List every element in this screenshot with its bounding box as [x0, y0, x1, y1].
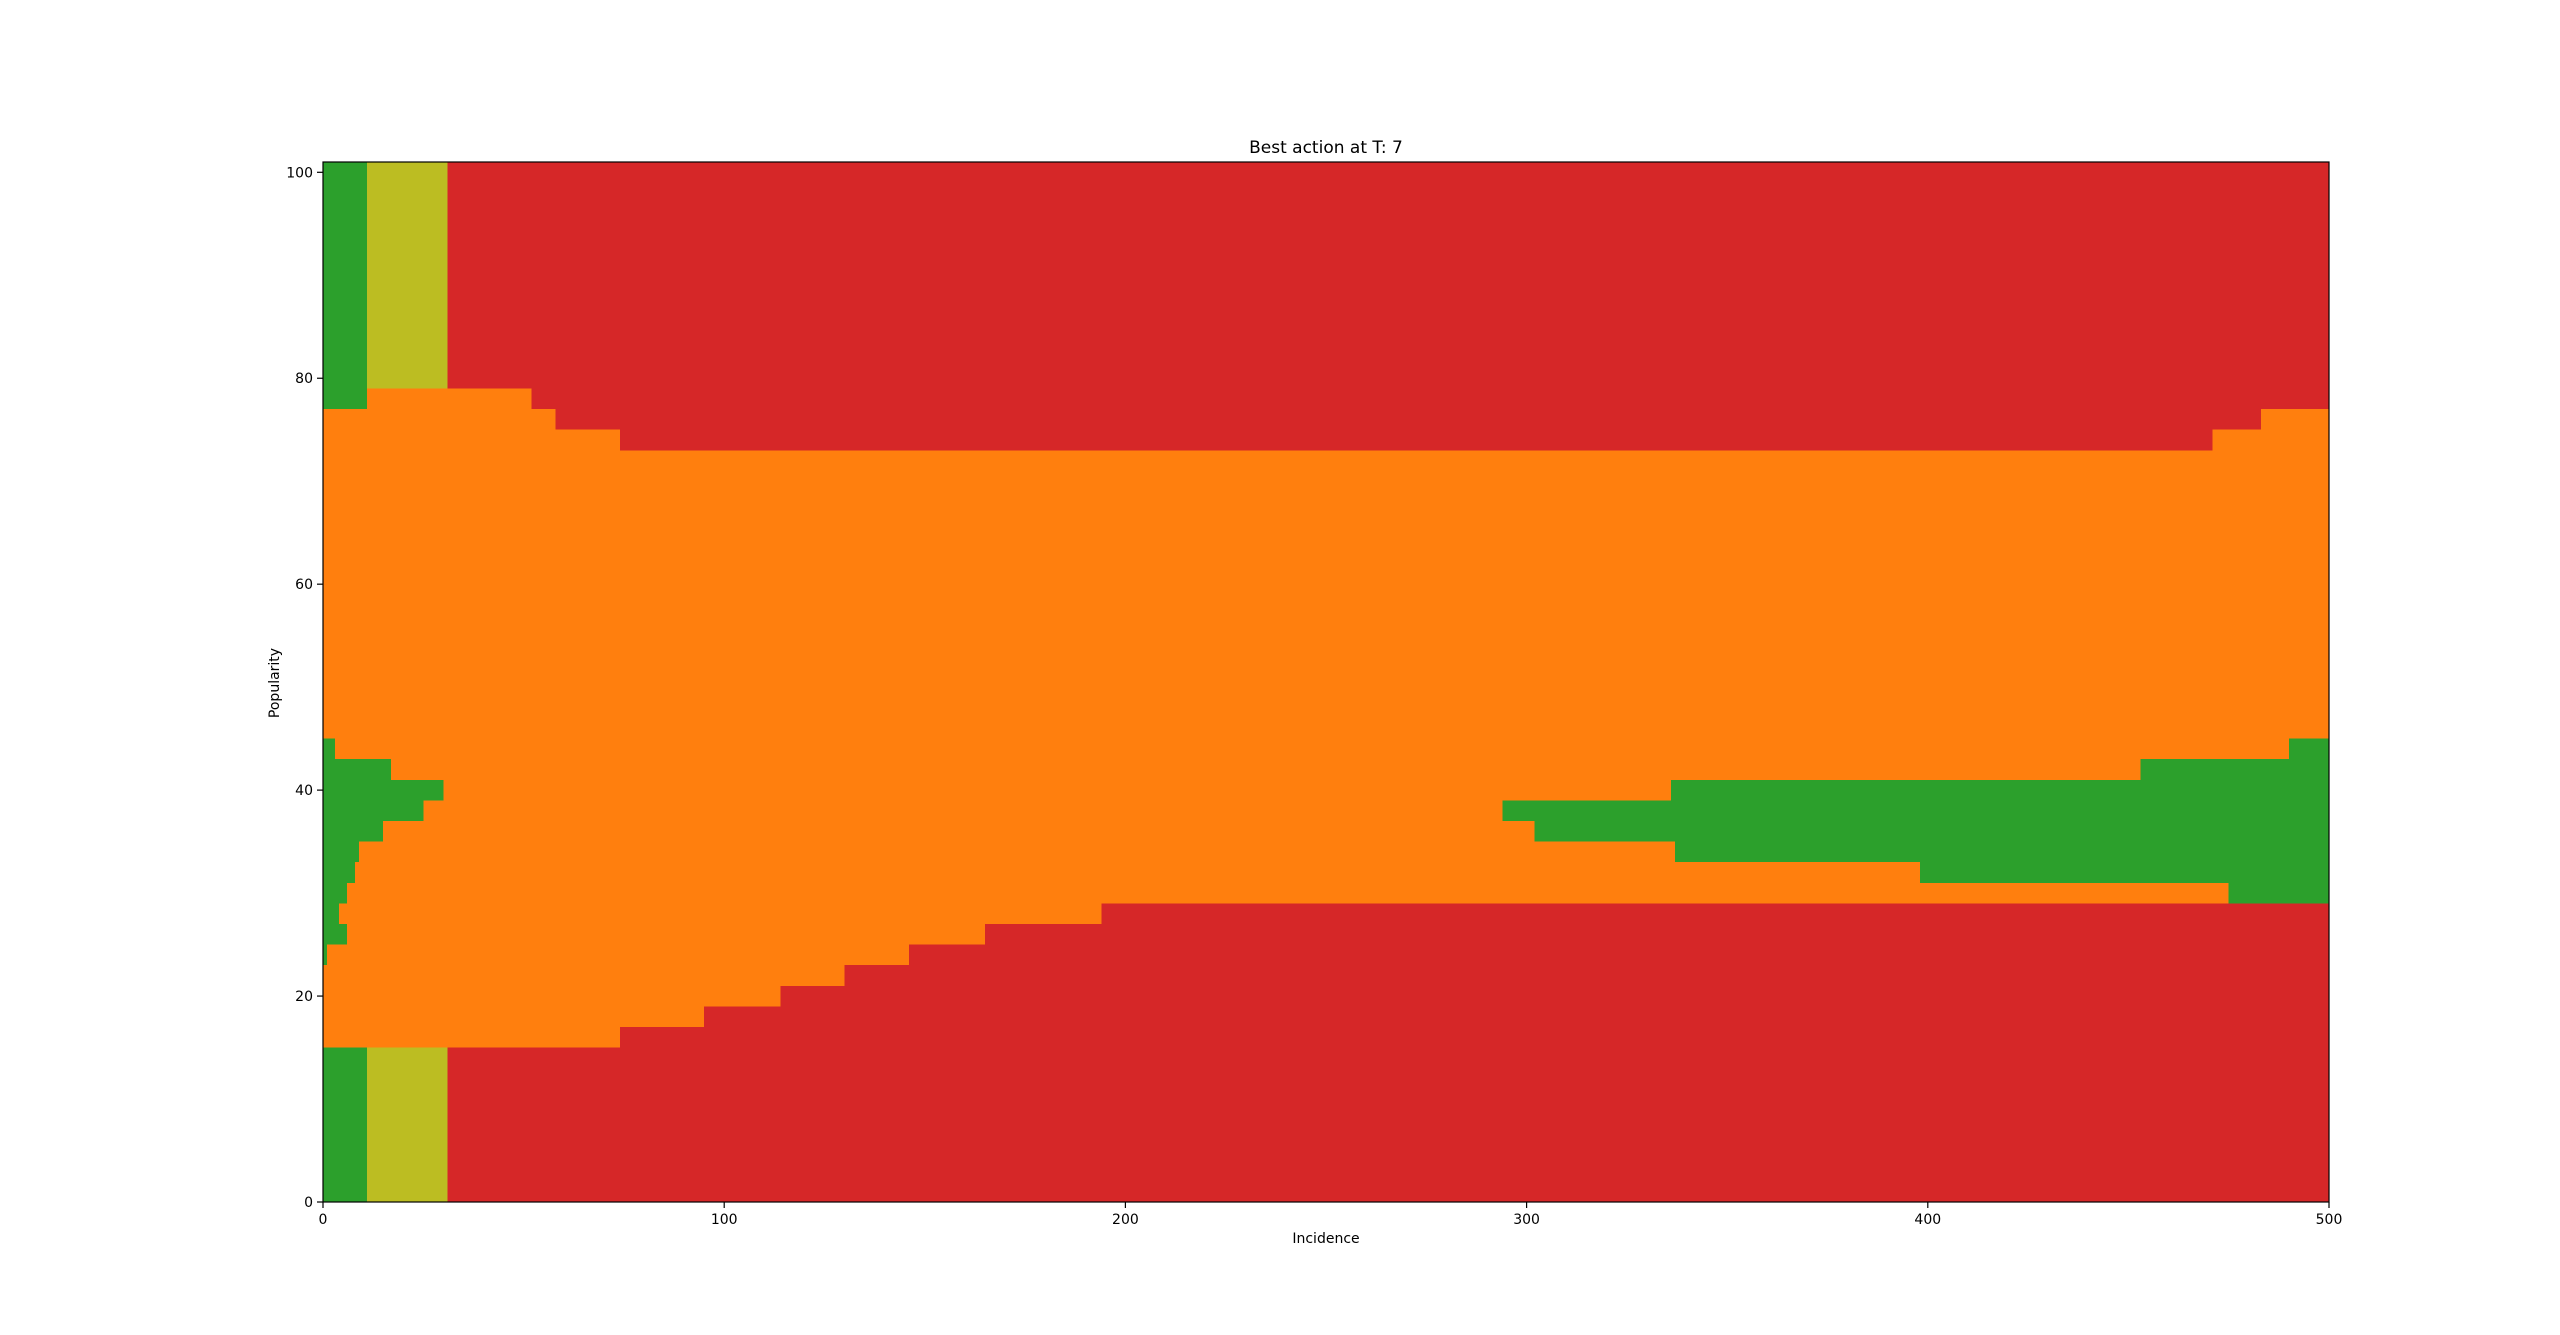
y-axis-label: Popularity [267, 648, 283, 718]
heatmap-region-green [323, 759, 392, 780]
x-tick-label: 0 [319, 1212, 328, 1228]
y-tick-label: 40 [295, 783, 313, 799]
heatmap-region-green [2288, 738, 2329, 904]
heatmap-region-red [619, 1026, 705, 1048]
heatmap-region-green [323, 1047, 368, 1202]
heatmap-region-olive [367, 1047, 448, 1202]
heatmap-region-red [780, 985, 845, 1048]
heatmap-region-green [1671, 779, 1676, 842]
heatmap-region-green [323, 841, 360, 863]
x-tick-label: 200 [1112, 1212, 1139, 1228]
heatmap-region-orange [555, 429, 620, 451]
x-tick-label: 100 [711, 1212, 738, 1228]
heatmap-region-green [2140, 759, 2229, 883]
heatmap-region-red [844, 965, 909, 1048]
heatmap-region-green [323, 821, 384, 842]
y-tick-label: 60 [295, 577, 313, 593]
heatmap-region-orange [367, 388, 532, 451]
plot-frame [322, 161, 2330, 1203]
x-tick-label: 400 [1914, 1212, 1941, 1228]
x-axis: 0 100 200 300 400 500 [319, 1202, 2343, 1228]
heatmap-region-green [1675, 779, 1920, 863]
heatmap-region-red [1101, 903, 2329, 1048]
heatmap-region-green [323, 882, 348, 904]
y-tick-label: 80 [295, 371, 313, 387]
heatmap-region-red [984, 923, 1102, 1048]
heatmap-region-green [323, 944, 328, 966]
y-tick-label: 100 [286, 165, 313, 181]
heatmap-region-red [367, 162, 2330, 451]
heatmap-region-red [908, 944, 985, 1048]
y-tick-label: 20 [295, 989, 313, 1005]
heatmap-region-green [1919, 779, 2141, 883]
heatmap-region-orange [531, 409, 556, 451]
plot-area [323, 162, 2330, 1202]
x-tick-label: 300 [1513, 1212, 1540, 1228]
x-tick-label: 500 [2316, 1212, 2343, 1228]
heatmap-region-orange [2260, 409, 2329, 451]
heatmap-region-green [323, 779, 444, 801]
heatmap-region-green [1534, 800, 1672, 842]
heatmap-region-olive [367, 162, 448, 389]
y-axis: 0 20 40 60 80 100 [286, 165, 323, 1211]
y-tick-label: 0 [304, 1195, 313, 1211]
heatmap-region-red [367, 1047, 2330, 1202]
heatmap-region-green [323, 162, 368, 410]
x-axis-label: Incidence [1292, 1231, 1359, 1247]
heatmap-region-green [323, 862, 356, 883]
heatmap-region-green [323, 738, 336, 760]
heatmap-region-green [323, 923, 348, 945]
heatmap-region-green [323, 800, 424, 822]
heatmap-region-red [704, 1006, 781, 1048]
heatmap-region-green [323, 903, 340, 924]
heatmap-region-green [1502, 800, 1535, 822]
heatmap-region-green [2228, 759, 2289, 904]
heatmap-region-orange [2212, 429, 2261, 451]
chart-title: Best action at T: 7 [1249, 138, 1403, 158]
